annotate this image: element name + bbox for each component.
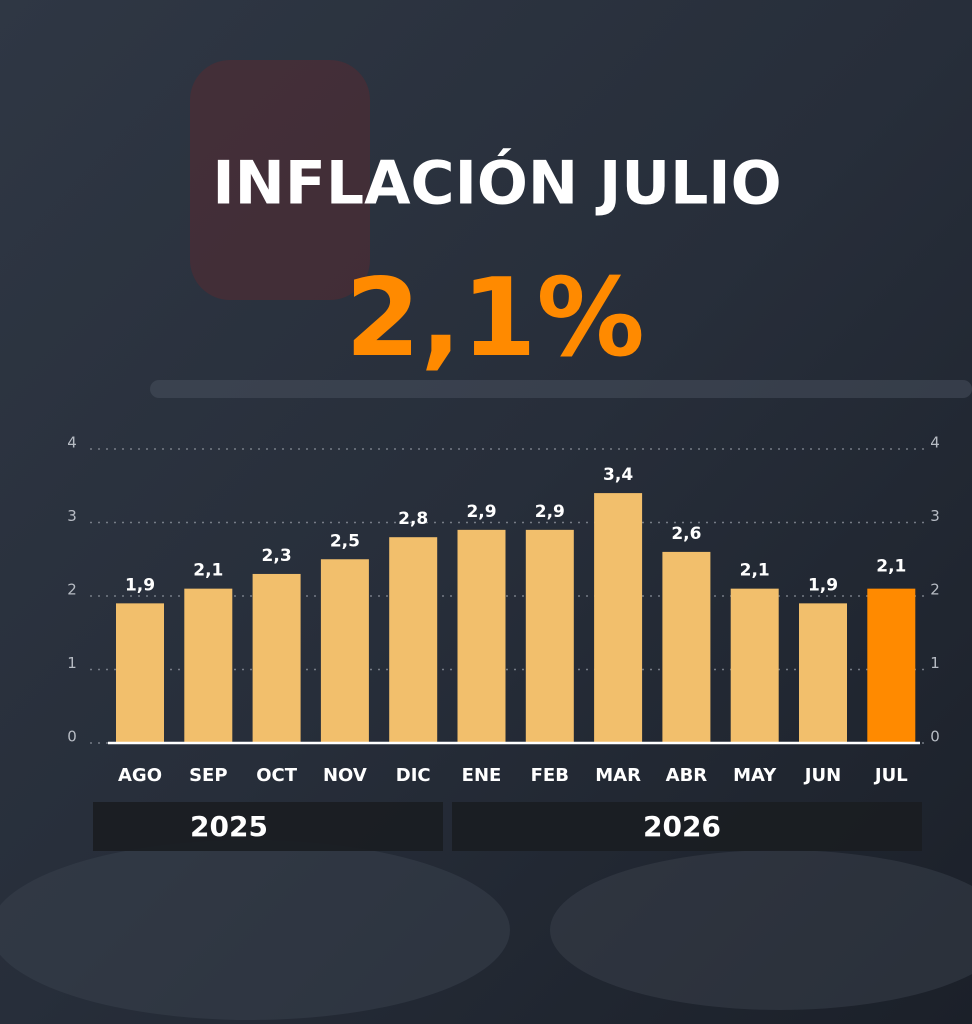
value-label: 2,1 <box>876 557 906 577</box>
bar <box>525 529 574 743</box>
x-tick-label: DIC <box>396 765 431 786</box>
value-label: 3,4 <box>603 465 633 485</box>
y2-tick-label: 4 <box>930 434 940 452</box>
background-shape <box>0 840 510 1020</box>
bar <box>867 588 916 743</box>
chart-title: INFLACIÓN JULIO <box>212 148 781 219</box>
x-tick-label: MAY <box>733 765 777 786</box>
value-label: 2,5 <box>330 531 360 551</box>
value-label: 1,9 <box>125 575 155 595</box>
x-tick-label: FEB <box>531 765 569 786</box>
y2-tick-label: 2 <box>930 581 940 599</box>
x-tick-label: OCT <box>256 765 298 786</box>
bar <box>457 529 506 743</box>
bar <box>389 537 438 743</box>
headline: 2,1% <box>345 256 645 381</box>
year-label: 2025 <box>190 810 268 843</box>
year-label: 2026 <box>643 810 721 843</box>
year-box <box>452 802 922 851</box>
y2-tick-label: 0 <box>930 728 940 746</box>
bar <box>184 588 233 743</box>
bar <box>252 573 301 743</box>
value-label: 2,9 <box>535 502 565 522</box>
bar <box>730 588 779 743</box>
x-tick-label: MAR <box>595 765 641 786</box>
y2-tick-label: 3 <box>930 507 940 525</box>
bar <box>662 551 711 743</box>
x-tick-label: JUL <box>873 765 908 786</box>
bar <box>594 493 643 743</box>
y-tick-label: 1 <box>67 654 77 672</box>
background-shape <box>550 850 972 1010</box>
value-label: 2,6 <box>671 524 701 544</box>
x-tick-label: AGO <box>118 765 162 786</box>
x-tick-label: ENE <box>462 765 502 786</box>
y-tick-label: 0 <box>67 728 77 746</box>
bar <box>799 603 847 743</box>
value-label: 2,1 <box>740 561 770 581</box>
value-label: 1,9 <box>808 575 838 595</box>
y-tick-label: 4 <box>67 434 77 452</box>
y-tick-label: 2 <box>67 581 77 599</box>
y2-tick-label: 1 <box>930 654 940 672</box>
y-tick-label: 3 <box>67 507 77 525</box>
background-shape <box>190 60 370 300</box>
year-box <box>93 802 443 851</box>
x-tick-label: NOV <box>323 765 367 786</box>
bar <box>320 559 369 743</box>
background-shape <box>150 380 972 398</box>
value-label: 2,1 <box>193 561 223 581</box>
value-label: 2,9 <box>466 502 496 522</box>
x-tick-label: ABR <box>666 765 708 786</box>
x-tick-label: JUN <box>803 765 841 786</box>
x-tick-label: SEP <box>189 765 227 786</box>
bar <box>116 603 164 743</box>
value-label: 2,8 <box>398 509 428 529</box>
value-label: 2,3 <box>262 546 292 566</box>
